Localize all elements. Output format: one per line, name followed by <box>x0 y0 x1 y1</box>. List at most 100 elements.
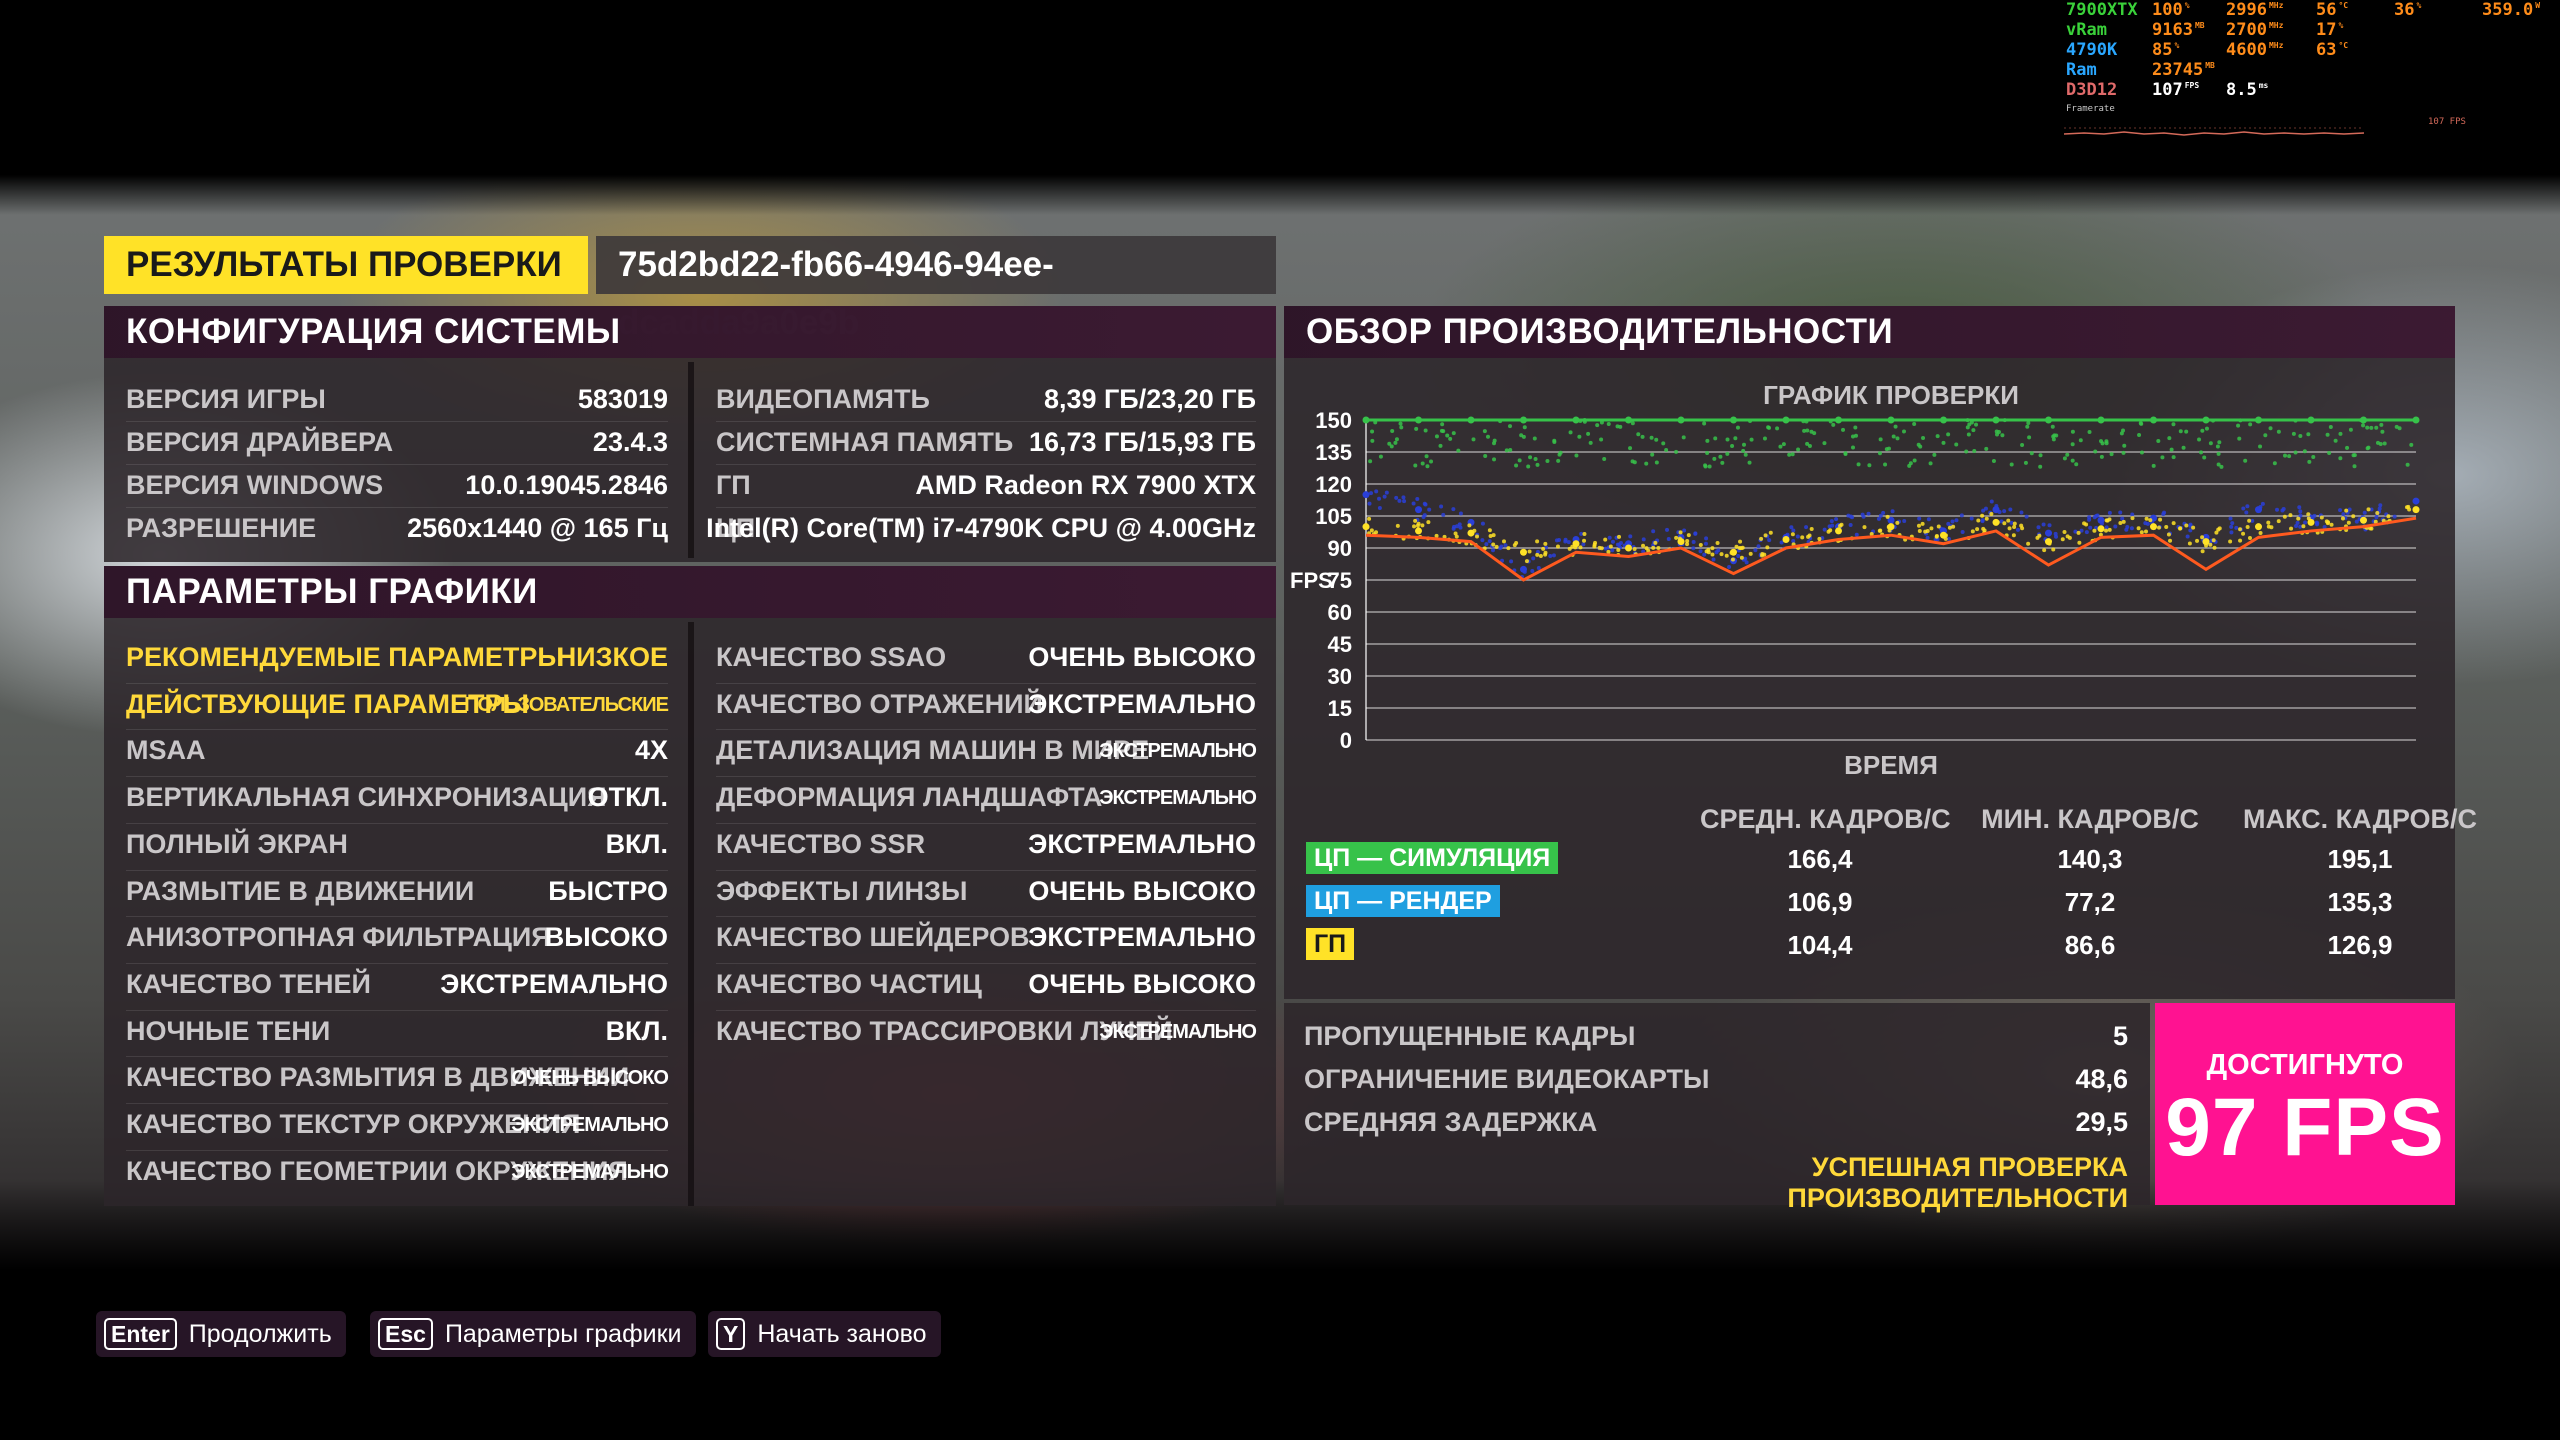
row-separator <box>126 682 668 684</box>
chart-point <box>1661 441 1666 446</box>
chart-point <box>1730 557 1735 562</box>
chart-point <box>1567 546 1572 551</box>
chart-point <box>2169 447 2174 452</box>
chart-point <box>1636 432 1641 437</box>
chart-point <box>1425 464 1430 469</box>
chart-point <box>2243 458 2248 463</box>
system-right-label: ВИДЕОПАМЯТЬ <box>716 384 930 414</box>
summary-label: ПРОПУЩЕННЫЕ КАДРЫ <box>1304 1021 1636 1051</box>
chart-point <box>2338 431 2343 436</box>
footer-button-esc[interactable]: Esc Параметры графики <box>370 1311 696 1357</box>
chart-point <box>2187 541 2192 546</box>
chart-point <box>2027 435 2032 440</box>
chart-point <box>1782 535 1790 543</box>
chart-point <box>1509 559 1514 564</box>
chart-point <box>2077 540 2082 545</box>
column-divider <box>688 362 694 558</box>
chart-point <box>2297 505 2302 510</box>
chart-point <box>1902 518 1907 523</box>
chart-point <box>1399 425 1404 430</box>
chart-point <box>2168 538 2173 543</box>
footer-button-enter[interactable]: Enter Продолжить <box>96 1311 346 1357</box>
chart-point <box>1866 511 1871 516</box>
chart-point <box>2282 514 2287 519</box>
chart-point <box>2107 527 2112 532</box>
chart-point <box>1943 533 1948 538</box>
chart-point <box>1711 557 1716 562</box>
chart-point <box>1895 436 1900 441</box>
chart-point <box>2019 510 2024 515</box>
chart-point <box>1681 435 1686 440</box>
chart-point <box>2087 515 2092 520</box>
osd-label: D3D12 <box>2066 80 2118 100</box>
chart-point <box>2191 525 2196 530</box>
chart-point <box>2241 506 2246 511</box>
chart-point <box>2392 514 2397 519</box>
chart-point <box>2015 527 2020 532</box>
chart-point <box>1984 446 1989 451</box>
chart-point <box>1536 565 1541 570</box>
graphics-left-label: ДЕЙСТВУЮЩИЕ ПАРАМЕТРЫ <box>126 688 529 719</box>
chart-point <box>2144 516 2149 521</box>
chart-point <box>1982 528 1987 533</box>
chart-point <box>2250 518 2255 523</box>
chart-point <box>2181 445 2186 450</box>
chart-point <box>2092 528 2097 533</box>
chart-point <box>2347 507 2352 512</box>
chart-point <box>1753 548 1758 553</box>
chart-y-tick-label: 15 <box>1328 696 1352 721</box>
chart-point <box>2217 440 2222 445</box>
chart-point <box>2026 541 2031 546</box>
chart-point <box>1438 443 1443 448</box>
chart-point <box>1394 437 1399 442</box>
osd-unit: °C <box>2338 1 2349 11</box>
chart-point <box>2067 535 2072 540</box>
chart-point <box>1740 545 1745 550</box>
chart-point <box>2228 516 2233 521</box>
graphics-left-label: КАЧЕСТВО ГЕОМЕТРИИ ОКРУЖЕНИЯ <box>126 1155 628 1186</box>
chart-point <box>2178 429 2183 434</box>
chart-point <box>2150 416 2157 424</box>
chart-point <box>2266 520 2271 525</box>
graphics-right-value: ЭКСТРЕМАЛЬНО <box>1028 828 1256 859</box>
chart-point <box>2199 450 2204 455</box>
chart-point <box>2325 432 2330 437</box>
chart-point <box>1860 512 1865 517</box>
chart-point <box>1508 424 1513 429</box>
chart-point <box>1369 491 1374 496</box>
chart-point <box>2171 422 2176 427</box>
chart-point <box>2307 518 2315 526</box>
chart-point <box>1725 437 1730 442</box>
chart-point <box>1374 530 1379 535</box>
chart-point <box>2053 531 2058 536</box>
chart-point <box>2045 416 2052 424</box>
chart-point <box>1734 544 1739 549</box>
chart-point <box>1686 533 1691 538</box>
chart-point <box>1362 416 1370 424</box>
chart-point <box>2215 444 2220 449</box>
chart-point <box>2312 513 2317 518</box>
graphics-right-value: ОЧЕНЬ ВЫСОКО <box>1028 642 1256 672</box>
chart-point <box>2204 419 2209 424</box>
osd-unit: MB <box>2205 61 2215 71</box>
footer-button-y[interactable]: Y Начать заново <box>708 1311 941 1357</box>
chart-y-tick-label: 150 <box>1315 408 1352 433</box>
chart-point <box>2329 522 2334 527</box>
stat-max: 135,3 <box>2327 887 2393 917</box>
chart-y-tick-label: 135 <box>1315 440 1352 465</box>
chart-point <box>1698 542 1703 547</box>
chart-point <box>1730 548 1737 556</box>
chart-point <box>1895 520 1900 525</box>
chart-point <box>1588 440 1593 445</box>
chart-point <box>2291 431 2296 436</box>
chart-point <box>1483 453 1488 458</box>
footer-button-label: Начать заново <box>757 1319 927 1348</box>
chart-point <box>1785 532 1790 537</box>
stat-avg: 166,4 <box>1787 844 1853 874</box>
row-separator <box>126 729 668 731</box>
chart-point <box>1656 545 1661 550</box>
chart-point <box>1705 450 1710 455</box>
chart-point <box>1796 447 1801 452</box>
row-separator <box>126 776 668 778</box>
chart-point <box>2107 510 2112 515</box>
